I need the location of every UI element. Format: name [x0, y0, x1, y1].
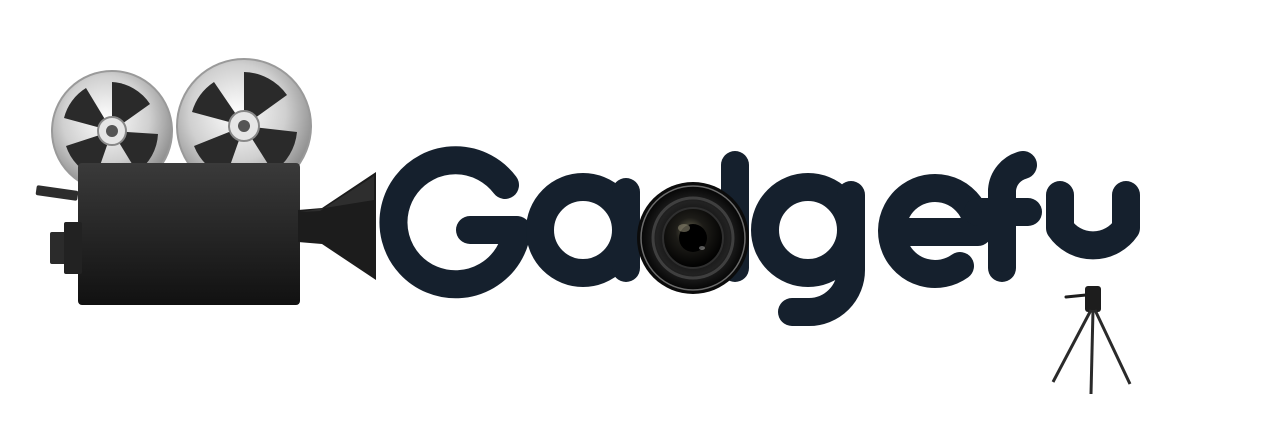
film-reel-icon [176, 58, 312, 194]
film-reel-icon [51, 70, 173, 192]
tripod-icon [1051, 286, 1132, 395]
letter-f [988, 151, 1037, 282]
letter-g-tail [778, 181, 865, 326]
wordmark [379, 146, 1140, 326]
film-camera-icon [35, 58, 376, 305]
letter-y [1046, 181, 1140, 260]
letter-e [878, 174, 993, 288]
camera-lens-icon [637, 182, 749, 294]
letter-g-capital [379, 146, 531, 299]
